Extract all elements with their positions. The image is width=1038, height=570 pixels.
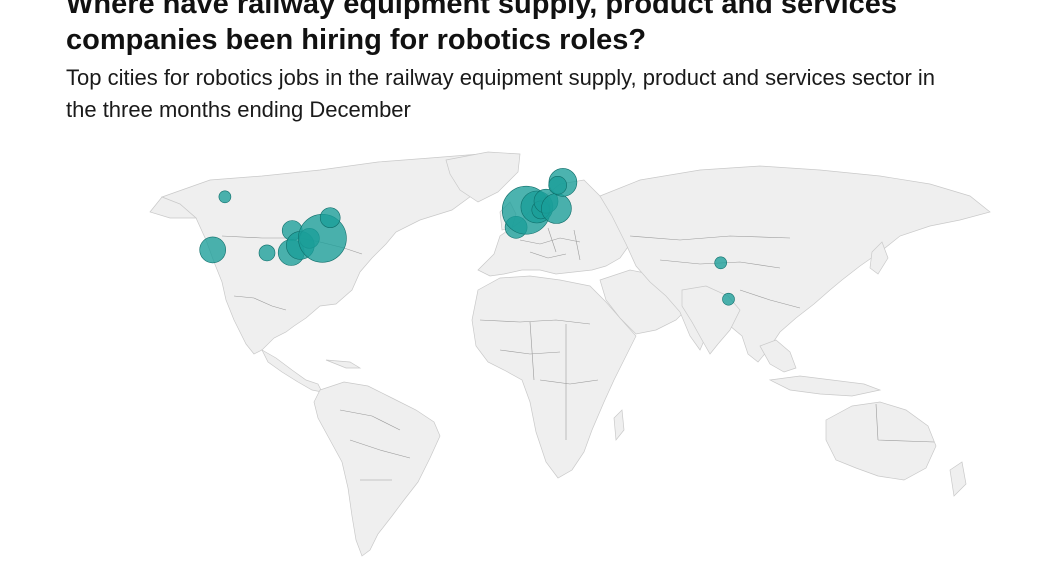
madagascar-land: [613, 409, 625, 441]
europe-borders: [519, 227, 581, 261]
south-america-borders: [339, 409, 411, 481]
us-mexico-border: [233, 295, 287, 311]
city-bubble: [548, 175, 568, 195]
greenland-land: [445, 151, 521, 203]
new-zealand-land: [949, 461, 967, 497]
africa-land: [471, 275, 637, 479]
japan-land: [869, 241, 889, 275]
landmasses: [149, 151, 991, 557]
australia-borders: [875, 403, 935, 443]
southeast-asia-land: [759, 339, 797, 373]
indonesia-land: [768, 375, 882, 397]
city-bubble: [714, 256, 728, 270]
chart-title: Where have railway equipment supply, pro…: [66, 0, 898, 56]
alaska-land: [149, 196, 197, 219]
world-map: [149, 151, 991, 557]
city-bubble: [258, 244, 276, 262]
caribbean-land: [325, 359, 362, 369]
city-bubble: [541, 193, 572, 224]
chart-subtitle: Top cities for robotics jobs in the rail…: [66, 65, 936, 122]
south-america-land: [313, 381, 441, 557]
city-bubbles: [199, 168, 735, 306]
city-bubble: [319, 207, 341, 228]
city-bubble: [722, 292, 735, 306]
asia-land: [599, 165, 991, 363]
central-america-land: [261, 349, 323, 393]
africa-borders: [479, 319, 599, 440]
australia-land: [825, 401, 937, 481]
city-bubble: [199, 236, 226, 264]
city-bubble: [218, 190, 232, 204]
